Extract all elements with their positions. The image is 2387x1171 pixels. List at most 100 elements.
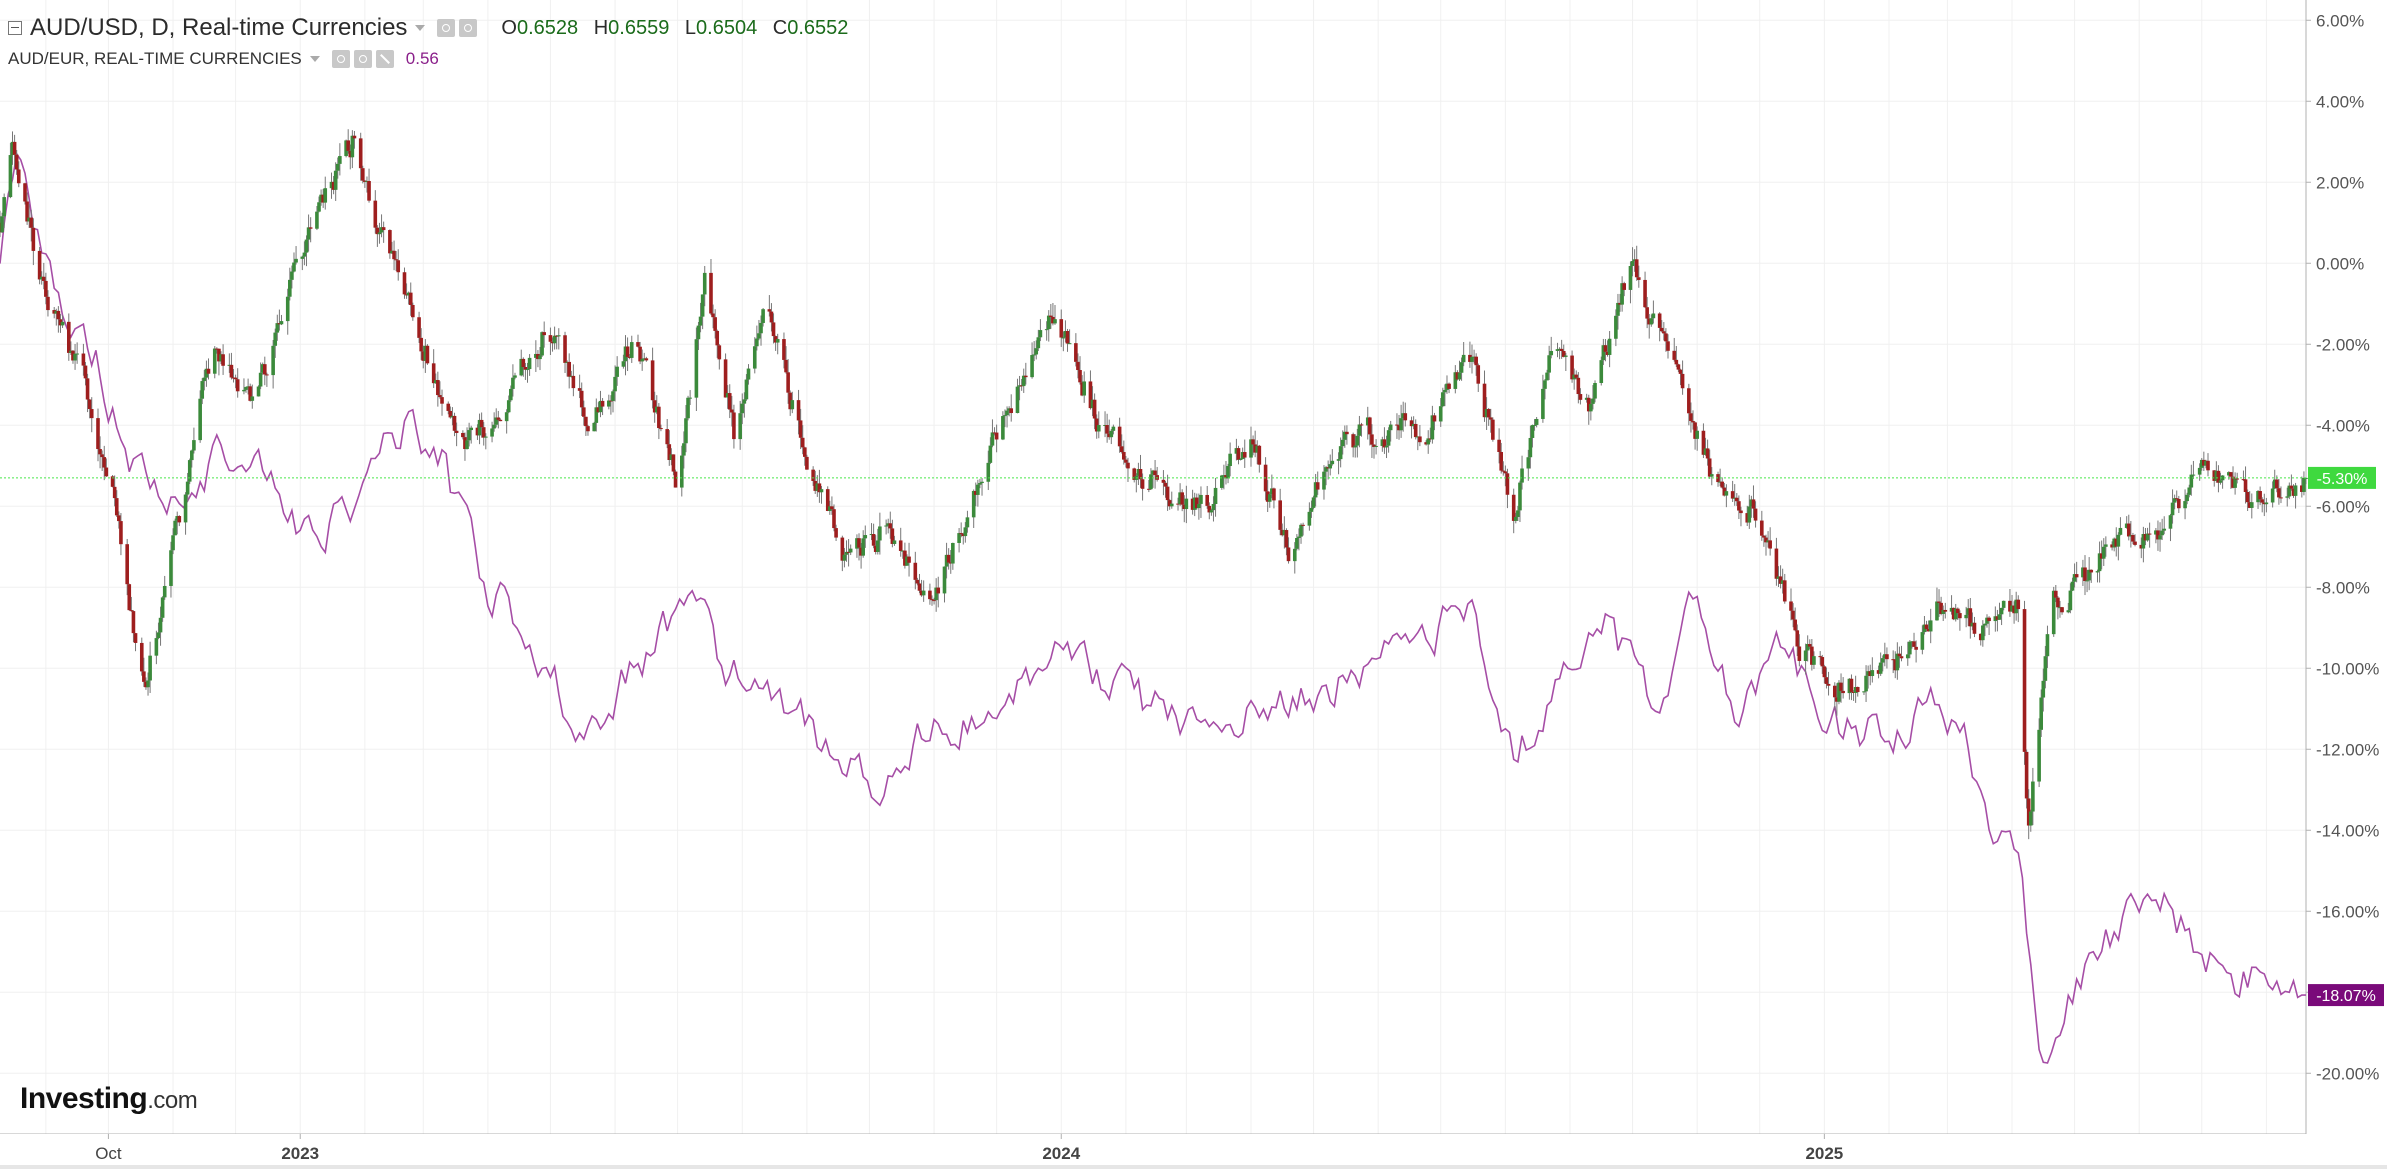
- candle-body: [1541, 388, 1545, 419]
- candle-body: [2249, 502, 2254, 508]
- candle-body: [158, 617, 163, 633]
- candle-body: [89, 409, 94, 419]
- candle-body: [350, 135, 355, 158]
- compare-symbol-label[interactable]: AUD/EUR, REAL-TIME CURRENCIES: [8, 49, 302, 68]
- candle-body: [1322, 471, 1326, 490]
- collapse-icon[interactable]: [8, 21, 22, 35]
- candle-body: [523, 367, 528, 370]
- candle-body: [219, 354, 223, 362]
- candle-body: [292, 262, 296, 272]
- candle-body: [673, 471, 678, 488]
- candle-body: [29, 217, 34, 228]
- candle-body: [104, 467, 109, 477]
- candle-body: [2068, 590, 2073, 611]
- candle-body: [133, 633, 138, 643]
- candle-body: [759, 322, 763, 334]
- candle-body: [2231, 476, 2235, 488]
- candle-body: [433, 380, 438, 384]
- candle-body: [825, 489, 830, 511]
- candle-body: [169, 550, 173, 586]
- candle-body: [1691, 420, 1695, 423]
- brand-name: Investing: [20, 1082, 148, 1115]
- candle-body: [2187, 487, 2192, 495]
- candle-body: [192, 440, 196, 451]
- candle-body: [52, 310, 57, 314]
- candle-body: [1520, 468, 1524, 483]
- candle-body: [1518, 482, 1522, 511]
- candle-body: [863, 535, 868, 539]
- candle-body: [206, 368, 211, 374]
- candle-body: [669, 454, 674, 461]
- candle-body: [1724, 491, 1729, 496]
- settings-icon[interactable]: [437, 19, 456, 37]
- candle-body: [408, 292, 413, 305]
- candle-body: [1628, 265, 1633, 290]
- compare-settings-icon[interactable]: [331, 50, 350, 68]
- candle-body: [1883, 654, 1887, 659]
- caret-down-icon[interactable]: [415, 25, 426, 31]
- candle-body: [190, 450, 194, 461]
- candle-body: [1664, 333, 1668, 342]
- gear-icon[interactable]: [459, 19, 478, 37]
- candle-body: [2070, 581, 2075, 591]
- candle-body: [285, 296, 290, 322]
- candle-body: [627, 356, 632, 358]
- candle-body: [1637, 277, 1641, 280]
- candle-body: [1368, 417, 1372, 435]
- candle-body: [2177, 499, 2181, 509]
- candle-body: [1839, 682, 1843, 691]
- candle-body: [971, 490, 976, 518]
- candle-body: [479, 419, 484, 428]
- candle-body: [1384, 445, 1389, 448]
- candle-body: [1491, 419, 1495, 440]
- candle-body: [907, 556, 911, 563]
- candle-body: [886, 523, 891, 526]
- candle-body: [1030, 355, 1034, 378]
- candle-body: [1053, 319, 1057, 324]
- candle-body: [1505, 473, 1510, 495]
- candle-body: [148, 655, 152, 681]
- candle-body: [1343, 431, 1347, 440]
- x-tick-label: 2025: [1805, 1144, 1843, 1163]
- candle-body: [1893, 659, 1898, 671]
- candle-body: [1868, 671, 1873, 677]
- candle-body: [492, 424, 496, 429]
- candle-body: [1126, 462, 1130, 469]
- candle-body: [46, 296, 50, 311]
- candle-body: [2229, 472, 2233, 477]
- candle-body: [1372, 444, 1376, 447]
- candle-body: [235, 379, 240, 392]
- candle-body: [144, 681, 148, 688]
- candle-body: [1365, 417, 1370, 426]
- candle-body: [1007, 408, 1011, 411]
- candle-body: [215, 348, 219, 350]
- candle-body: [27, 217, 31, 222]
- candle-body: [2051, 590, 2056, 635]
- candle-body: [1474, 356, 1478, 366]
- candle-body: [2145, 533, 2150, 541]
- candle-body: [12, 141, 17, 155]
- candle-body: [752, 346, 757, 369]
- candle-body: [723, 359, 728, 398]
- candle-body: [1774, 548, 1779, 579]
- candle-body: [813, 480, 818, 491]
- candle-body: [944, 554, 949, 567]
- candle-body: [2087, 569, 2091, 581]
- candle-body: [373, 200, 378, 228]
- candle-body: [1194, 497, 1199, 509]
- candle-body: [2126, 523, 2131, 537]
- candle-body: [1176, 503, 1180, 505]
- compare-gear-icon[interactable]: [353, 50, 372, 68]
- candle-body: [1315, 482, 1320, 490]
- main-symbol-label[interactable]: AUD/USD, D, Real-time Currencies: [30, 14, 408, 41]
- candle-body: [1614, 315, 1618, 339]
- candle-body: [1482, 383, 1487, 418]
- compare-caret-down-icon[interactable]: [309, 56, 320, 62]
- candle-body: [1643, 279, 1647, 308]
- candle-body: [1388, 424, 1393, 431]
- candle-body: [1513, 516, 1518, 521]
- close-icon[interactable]: [375, 50, 394, 68]
- candle-body: [173, 520, 177, 536]
- candle-body: [725, 393, 730, 398]
